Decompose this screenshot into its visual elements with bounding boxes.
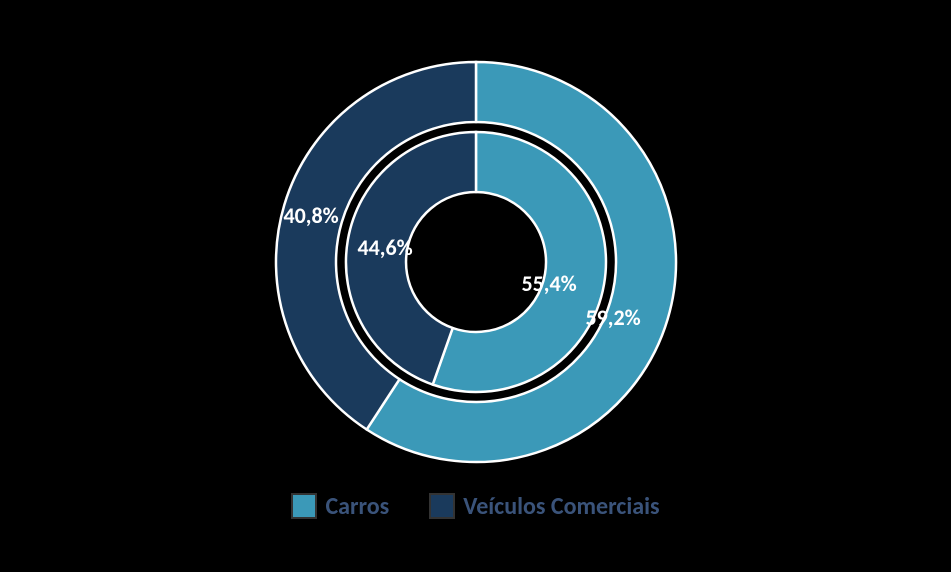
legend-swatch-veiculos — [429, 493, 455, 519]
legend: Carros Veículos Comerciais — [291, 492, 659, 521]
legend-label-carros: Carros — [325, 492, 389, 521]
legend-swatch-carros — [291, 493, 317, 519]
legend-item-veiculos: Veículos Comerciais — [429, 492, 659, 521]
outer-carros-pct: 59,2% — [586, 304, 641, 331]
donut-svg — [266, 52, 686, 472]
legend-label-veiculos: Veículos Comerciais — [463, 492, 659, 521]
nested-donut-chart: 59,2% 40,8% 55,4% 44,6% — [266, 52, 686, 472]
legend-item-carros: Carros — [291, 492, 389, 521]
outer-veiculos-pct: 40,8% — [284, 202, 339, 229]
inner-veiculos-pct: 44,6% — [358, 234, 413, 261]
inner-carros-pct: 55,4% — [522, 270, 577, 297]
